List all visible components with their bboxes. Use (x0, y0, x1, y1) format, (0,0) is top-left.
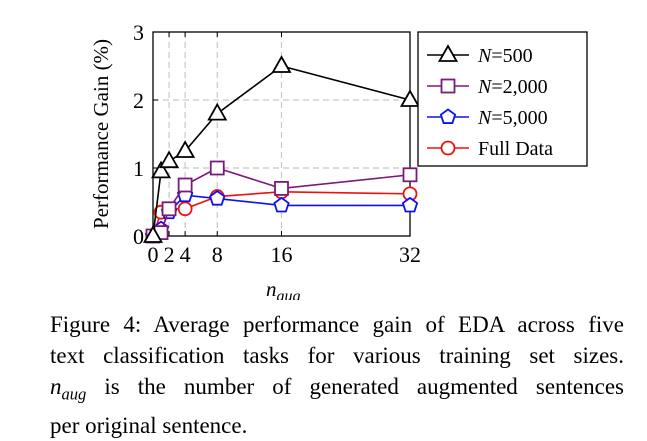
legend-label-var-0: N (477, 45, 493, 67)
data-point-s0-1 (150, 160, 172, 179)
legend-label-0: N=500 (477, 45, 533, 67)
data-point-s0-4 (207, 102, 228, 121)
legend-label-3: Full Data (478, 138, 553, 160)
x-axis-label-subscript: aug (277, 288, 301, 300)
legend-marker-0 (437, 44, 459, 62)
legend-label-1: N=2,000 (477, 76, 548, 98)
caption-line-1: Figure 4: Average performance gain of ED… (50, 312, 624, 337)
data-point-s2-4 (209, 189, 226, 206)
legend-entry-3: Full Data (427, 138, 553, 160)
y-tick-label-1: 1 (133, 156, 144, 181)
data-point-s2-6 (401, 196, 419, 213)
data-point-s1-6 (402, 167, 418, 183)
legend-entry-1: N=2,000 (427, 76, 548, 98)
x-tick-label-16: 16 (271, 242, 293, 267)
legend-label-var-1: N (477, 76, 493, 98)
data-point-s0-0 (142, 225, 164, 243)
legend-label-num-2: =5,000 (491, 107, 547, 129)
caption-math-naug: naug (50, 374, 86, 404)
x-tick-label-2: 2 (164, 242, 175, 267)
caption-line-4: per original sentence. (50, 412, 248, 438)
x-axis-label-base: n (266, 277, 277, 300)
data-point-s0-6 (399, 89, 421, 107)
data-point-s1-4 (209, 160, 225, 176)
data-point-s1-2 (161, 201, 177, 217)
x-tick-label-0: 0 (148, 242, 159, 267)
figure-caption: Figure 4: Average performance gain of ED… (50, 309, 624, 441)
series-0 (142, 55, 421, 243)
caption-line-3-text: is the number of generated augmented sen… (86, 374, 624, 399)
legend-marker-1 (440, 78, 456, 94)
data-point-s1-5 (274, 180, 289, 196)
x-tick-label-8: 8 (212, 242, 223, 267)
legend-marker-2 (439, 108, 457, 124)
data-point-s1-3 (177, 177, 193, 193)
data-point-s0-3 (175, 140, 196, 158)
y-axis-label: Performance Gain (%) (89, 39, 113, 229)
x-tick-label-4: 4 (180, 242, 191, 267)
caption-math-subscript: aug (61, 384, 87, 404)
legend-entry-0: N=500 (427, 44, 533, 67)
y-tick-label-3: 3 (133, 20, 144, 45)
legend-entry-2: N=5,000 (427, 107, 548, 129)
data-point-s3-3 (177, 201, 193, 217)
legend-label-2: N=5,000 (477, 107, 548, 129)
series-layer (142, 55, 421, 244)
legend-label-num-0: =500 (491, 45, 532, 67)
y-tick-label-0: 0 (133, 224, 144, 249)
data-point-s0-2 (159, 150, 180, 169)
caption-line-2: text classification tasks for various tr… (50, 343, 624, 368)
legend-marker-3 (440, 140, 456, 156)
data-point-s0-5 (271, 55, 292, 73)
legend-label-num-1: =2,000 (491, 76, 547, 98)
x-tick-label-32: 32 (399, 242, 421, 267)
x-axis-label: naug (266, 277, 301, 300)
data-point-s2-5 (273, 196, 290, 213)
legend-label-var-2: N (477, 107, 493, 129)
y-tick-label-2: 2 (133, 88, 144, 113)
caption-math-base: n (50, 374, 62, 399)
caption-line-3: naug is the number of generated augmente… (50, 371, 624, 410)
